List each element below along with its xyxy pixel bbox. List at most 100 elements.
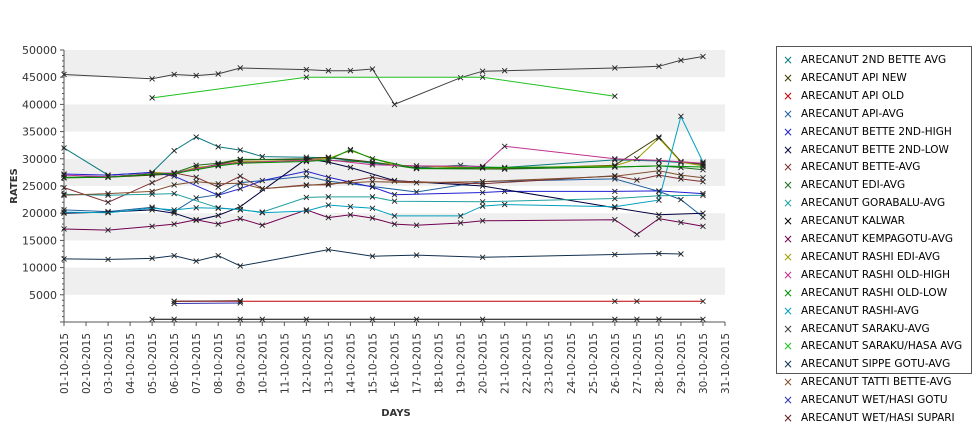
legend-marker-icon: ×	[782, 88, 794, 103]
data-point	[369, 155, 376, 162]
legend-item-arecanut-api-new: × ARECANUT API NEW	[777, 71, 973, 89]
data-point	[479, 163, 486, 170]
y-tick-label: 50000	[22, 44, 57, 57]
data-point	[149, 188, 155, 195]
data-point	[612, 93, 618, 100]
legend-label: ARECANUT RASHI-AVG	[801, 304, 920, 317]
data-point	[237, 215, 244, 222]
data-point	[171, 182, 177, 188]
data-point	[656, 63, 662, 70]
data-point	[656, 197, 662, 203]
data-point	[391, 178, 398, 184]
data-point	[634, 177, 640, 183]
series-line	[174, 300, 241, 302]
data-point	[612, 216, 618, 223]
data-point	[105, 174, 111, 181]
data-point	[479, 217, 486, 224]
x-tick-label: 05-10-2015	[147, 333, 159, 394]
legend-marker-icon: ×	[782, 393, 794, 408]
data-point	[700, 164, 706, 170]
data-point	[612, 203, 618, 210]
data-point	[237, 147, 244, 153]
data-point	[700, 53, 706, 60]
legend-marker-icon: ×	[782, 214, 794, 229]
data-point	[61, 210, 67, 217]
data-point	[193, 174, 200, 181]
legend-marker-icon: ×	[782, 232, 794, 246]
series-arecanut-wet-hasi-gotu	[171, 300, 244, 307]
data-point	[325, 67, 332, 74]
data-point	[215, 181, 222, 187]
data-point	[413, 252, 420, 258]
data-point	[678, 196, 684, 203]
series-arecanut-kempagotu-avg	[61, 207, 706, 238]
data-point	[479, 183, 486, 189]
x-tick-label: 31-10-2015	[720, 333, 732, 394]
data-point	[171, 298, 177, 305]
x-tick-label: 13-10-2015	[323, 333, 335, 394]
data-point	[457, 213, 464, 219]
data-point	[259, 177, 266, 184]
series-line	[63, 249, 681, 267]
data-point	[391, 191, 398, 198]
series-arecanut-api-old	[171, 298, 706, 305]
data-point	[612, 298, 618, 305]
data-point	[347, 147, 354, 154]
data-point	[369, 316, 376, 323]
legend-label: ARECANUT WET/HASI GOTU	[801, 394, 948, 407]
legend-marker-icon: ×	[782, 339, 794, 354]
legend-item-arecanut-api-old: × ARECANUT API OLD	[777, 89, 973, 107]
legend-label: ARECANUT KEMPAGOTU-AVG	[801, 233, 954, 245]
legend-label: ARECANUT WET/HASI SUPARI	[801, 412, 955, 424]
data-point	[612, 163, 618, 169]
data-point	[149, 76, 155, 82]
data-point	[347, 164, 354, 171]
data-point	[612, 155, 618, 162]
data-point	[479, 203, 486, 209]
legend-label: ARECANUT API NEW	[801, 71, 907, 84]
data-point	[215, 144, 222, 150]
data-point	[369, 215, 376, 221]
data-point	[656, 316, 662, 323]
legend-label: ARECANUT API-AVG	[801, 107, 904, 120]
data-point	[347, 67, 354, 74]
legend-label: ARECANUT EDI-AVG	[801, 179, 906, 192]
data-point	[678, 172, 684, 178]
data-point	[171, 190, 177, 197]
y-tick-label: 15000	[22, 234, 57, 247]
x-tick-label: 25-10-2015	[588, 333, 600, 394]
data-point	[215, 71, 222, 77]
data-point	[391, 221, 398, 227]
data-point	[501, 67, 508, 74]
data-point	[193, 178, 200, 185]
legend-marker-icon: ×	[782, 303, 794, 318]
data-point	[259, 185, 266, 192]
legend-item-arecanut-rashi-old-low: × ARECANUT RASHI OLD-LOW	[777, 286, 973, 304]
y-tick-label: 5000	[29, 289, 57, 302]
x-tick-label: 27-10-2015	[632, 333, 644, 394]
data-point	[61, 191, 67, 197]
grid-band	[64, 267, 725, 295]
data-point	[347, 179, 354, 186]
legend-marker-icon: ×	[782, 357, 794, 372]
x-tick-label: 21-10-2015	[500, 333, 512, 394]
grid-band	[64, 104, 725, 132]
x-tick-label: 18-10-2015	[434, 333, 446, 394]
series-arecanut-saraku-avg	[61, 53, 706, 108]
legend-item-arecanut-rashi-edi-avg: × ARECANUT RASHI EDI-AVG	[777, 250, 973, 268]
x-tick-label: 29-10-2015	[676, 333, 688, 394]
data-point	[612, 251, 618, 258]
data-point	[237, 180, 244, 187]
data-point	[479, 254, 486, 261]
data-point	[612, 164, 618, 170]
data-point	[479, 189, 486, 196]
data-point	[149, 316, 155, 323]
data-point	[369, 178, 376, 185]
data-point	[303, 66, 310, 73]
series-lines	[61, 53, 706, 323]
data-point	[215, 212, 222, 219]
data-point	[369, 174, 376, 181]
data-point	[678, 251, 684, 257]
data-point	[479, 198, 486, 205]
data-point	[325, 246, 332, 253]
